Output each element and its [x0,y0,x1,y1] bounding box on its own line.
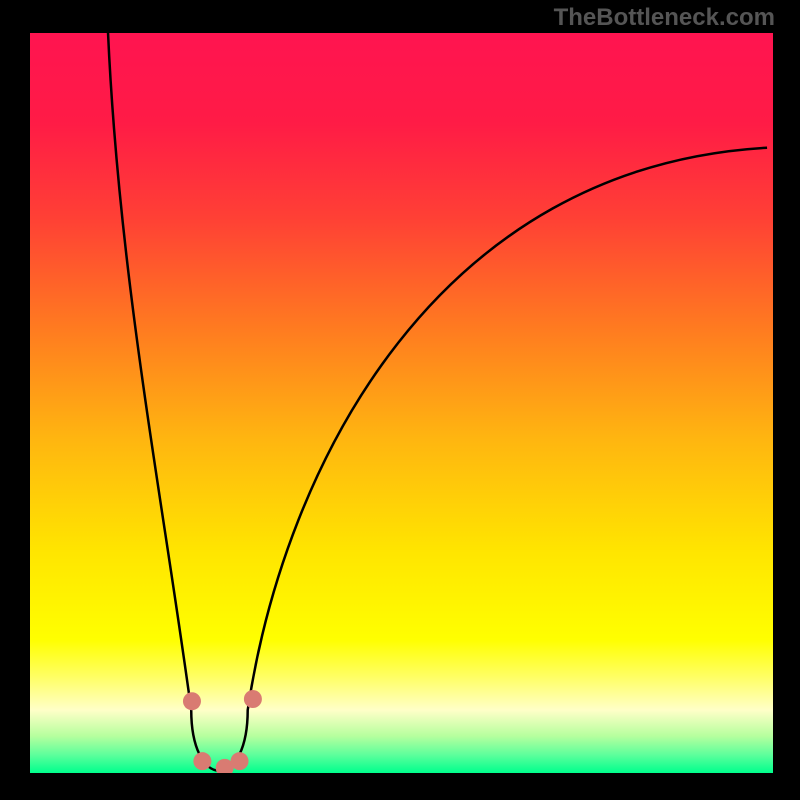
accent-marker-4 [244,690,262,708]
accent-marker-3 [231,752,249,770]
chart-frame: TheBottleneck.com [0,0,800,800]
chart-svg [0,0,800,800]
bottleneck-curve [108,33,767,771]
watermark-text: TheBottleneck.com [554,4,775,32]
accent-marker-1 [193,752,211,770]
accent-marker-0 [183,692,201,710]
